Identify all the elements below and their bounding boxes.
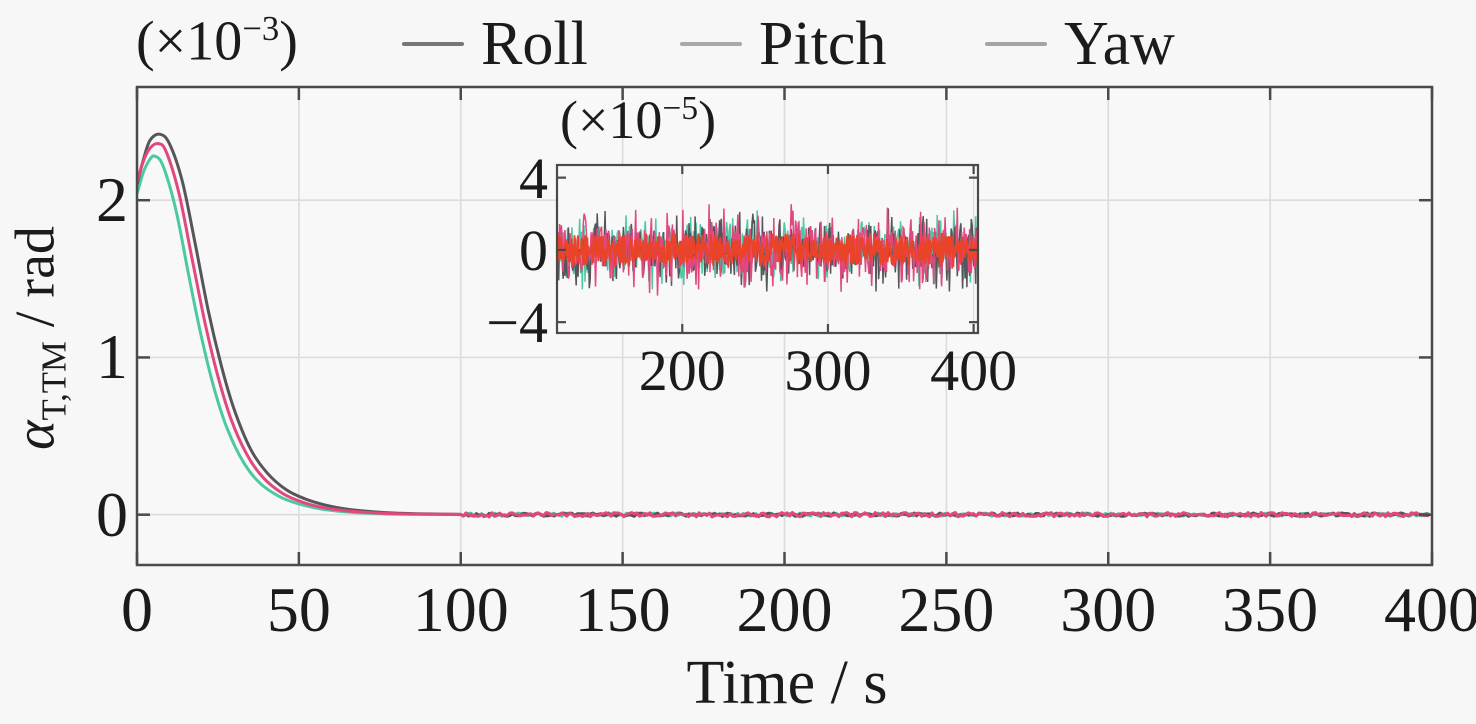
main-x-tick-label: 50 [266,574,331,645]
inset-y-tick-label: 4 [519,145,548,211]
x-axis-title: Time / s [686,649,888,717]
inset-plot [555,163,980,335]
legend-marker-yaw [985,42,1047,46]
main-x-tick-label: 100 [412,574,509,645]
inset-x-tick-label: 300 [784,338,872,403]
main-x-tick-label: 0 [121,574,153,645]
y-axis-multiplier: (×10−3) [136,9,298,73]
main-x-tick-label: 300 [1060,574,1157,645]
legend-item-pitch: Pitch [680,10,886,78]
inset-x-tick-label: 200 [638,338,726,403]
main-x-tick-label: 200 [736,574,833,645]
main-x-tick-label: 350 [1222,574,1319,645]
legend-label-roll: Roll [481,9,588,78]
main-ticks [135,87,1434,565]
legend-label-pitch: Pitch [759,9,887,78]
main-x-tick-label: 250 [898,574,995,645]
inset-x-tick-label: 400 [930,338,1018,403]
legend-label-yaw: Yaw [1064,9,1175,78]
main-x-tick-label: 400 [1384,574,1476,645]
main-x-tick-label: 150 [574,574,671,645]
main-y-tick-label: 1 [96,321,128,393]
inset-y-tick-label: −4 [486,290,548,356]
main-curves [137,132,1431,519]
main-y-tick-label: 0 [96,478,128,550]
inset-curves [557,204,978,296]
legend-item-yaw: Yaw [985,10,1175,78]
inset-core-band [557,232,978,268]
legend-marker-roll [402,42,464,46]
legend-marker-pitch [680,42,742,46]
inset-ticks [557,165,978,333]
inset-multiplier: (×10−5) [560,90,717,150]
legend-item-roll: Roll [402,10,588,78]
curve-yaw [137,142,1431,519]
inset-y-tick-label: 0 [519,217,548,283]
main-y-tick-label: 2 [96,164,128,236]
